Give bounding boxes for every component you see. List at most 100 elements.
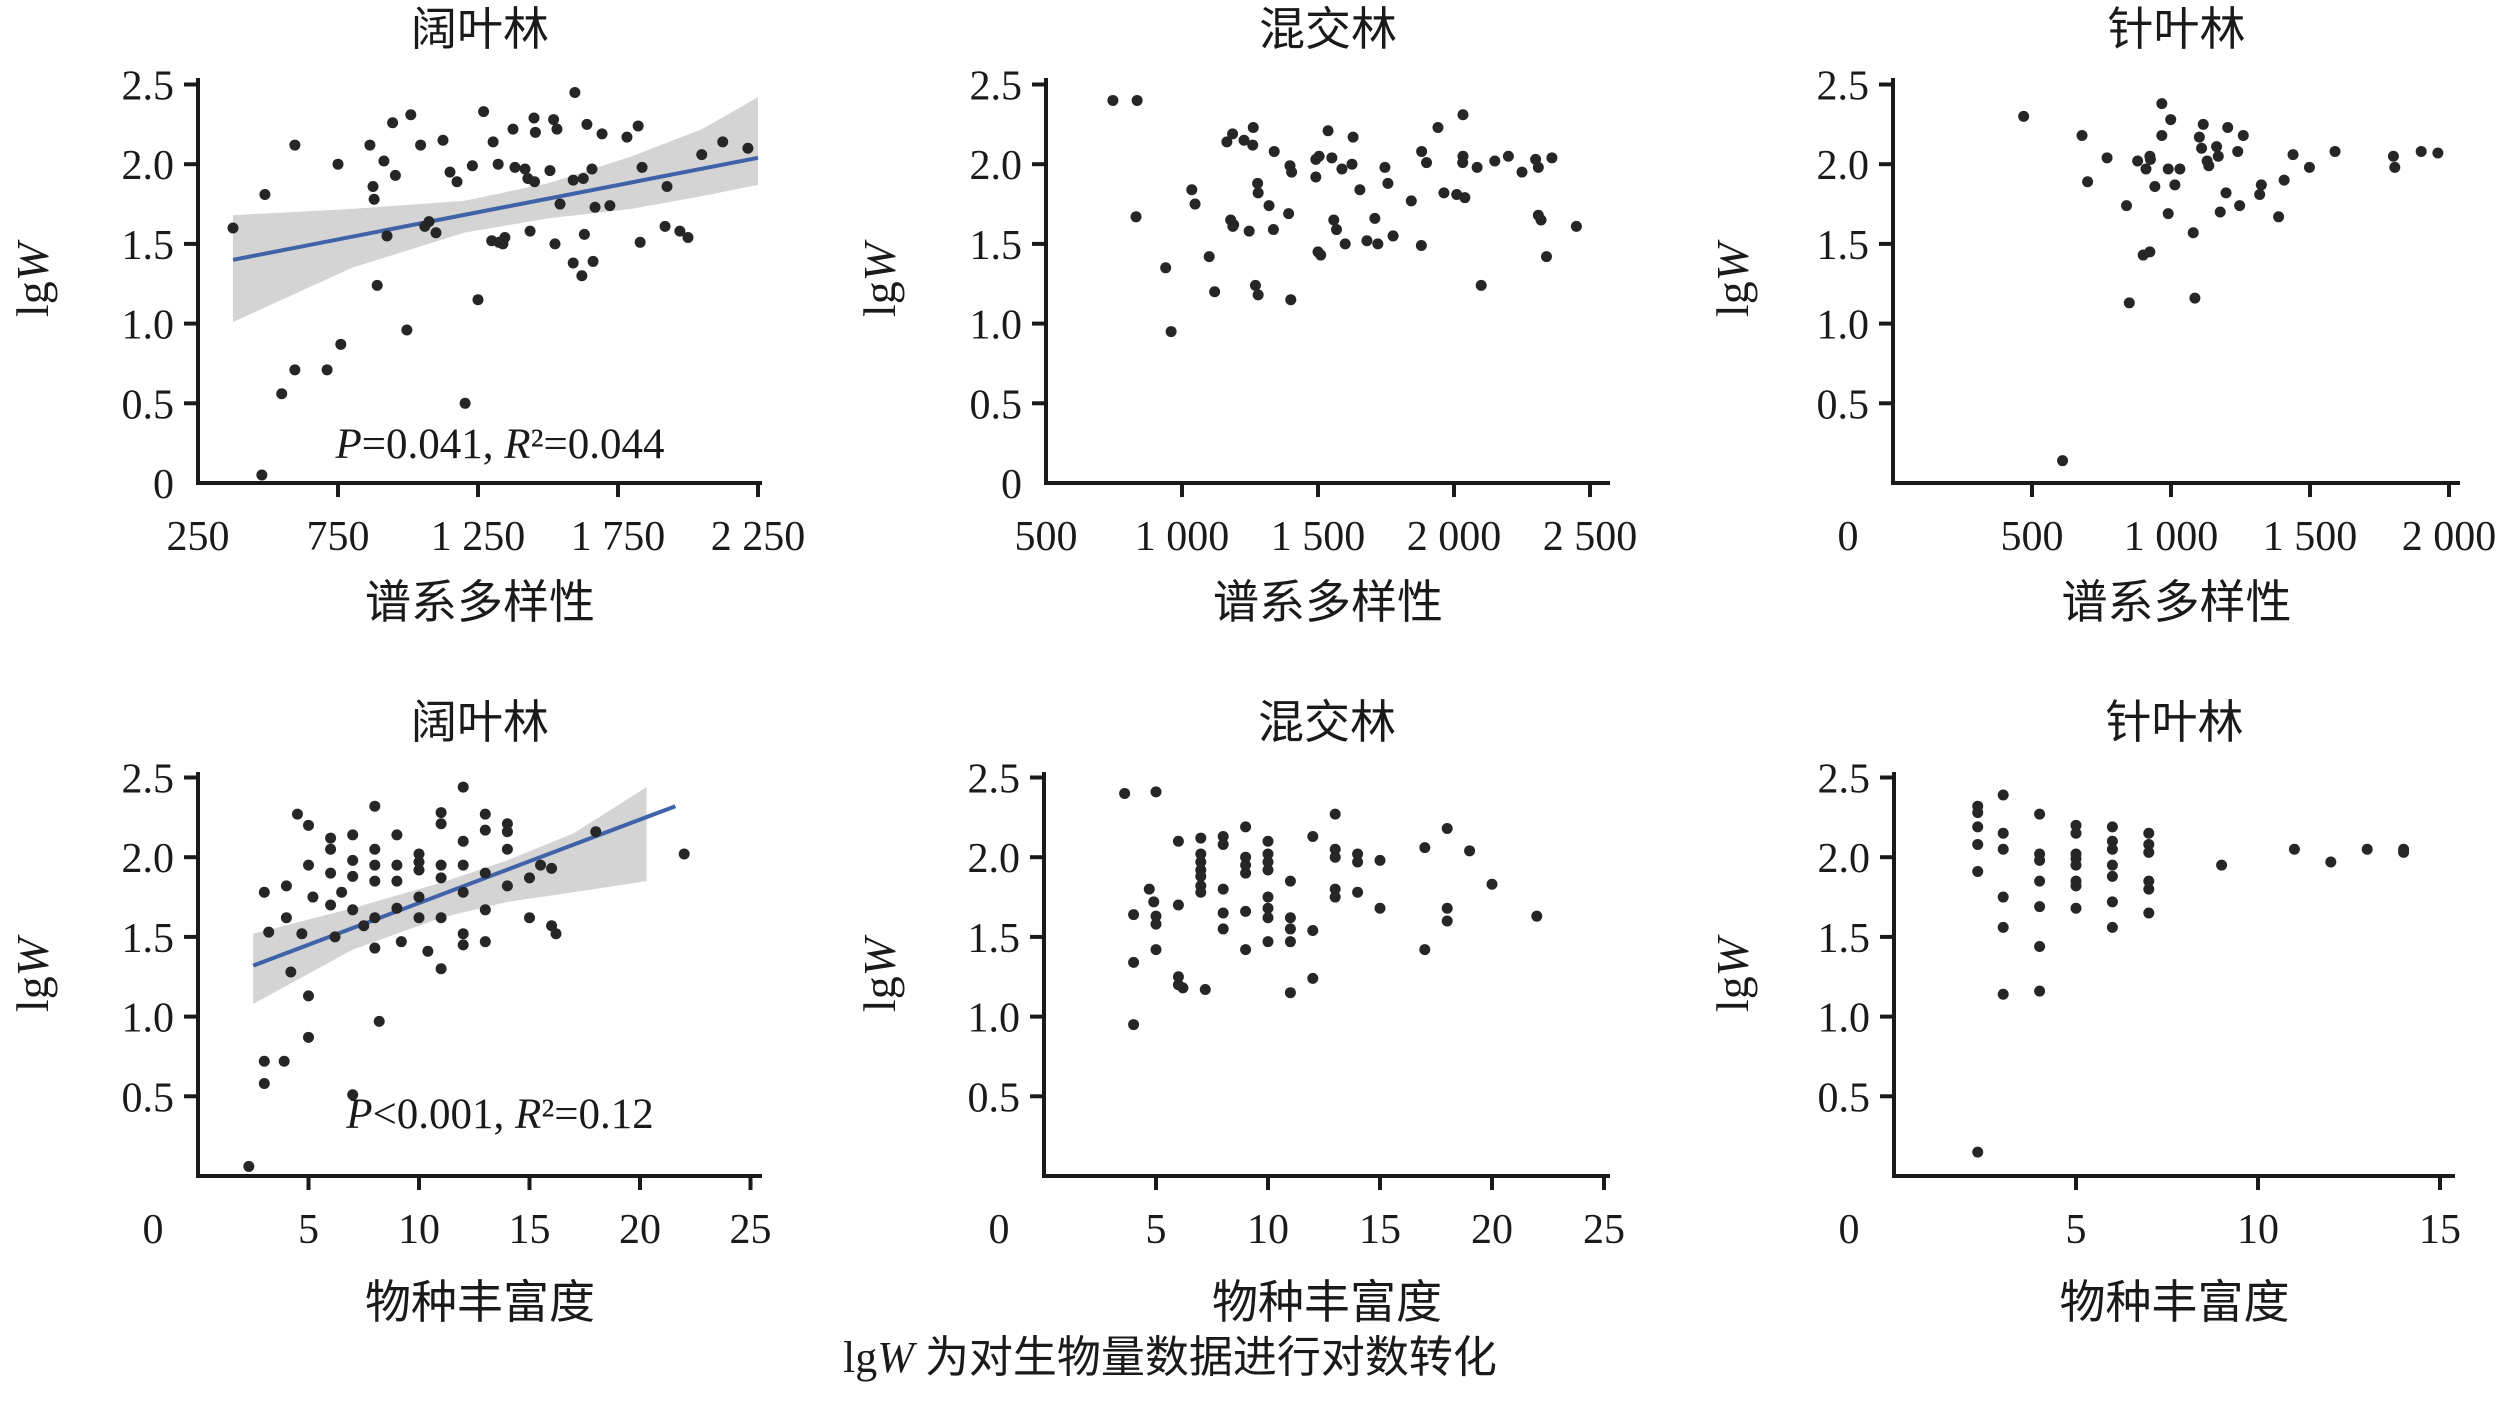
data-point — [276, 388, 288, 400]
data-point — [546, 862, 558, 874]
data-point — [2255, 179, 2267, 191]
x-tick-label: 25 — [730, 1207, 772, 1253]
x-tick-label: 0 — [989, 1207, 1010, 1253]
data-point — [2144, 246, 2156, 258]
data-point — [2156, 130, 2168, 142]
data-point — [524, 872, 535, 884]
data-point — [1546, 152, 1558, 164]
y-tick-label: 0.5 — [122, 382, 175, 428]
data-point — [2143, 838, 2155, 850]
data-point — [1346, 158, 1358, 170]
data-point — [2197, 118, 2209, 130]
data-point — [1284, 912, 1296, 924]
data-point — [1997, 891, 2009, 903]
data-point — [1268, 145, 1280, 157]
data-point — [1262, 902, 1274, 914]
data-point — [589, 201, 601, 213]
data-point — [1199, 984, 1211, 996]
x-tick-label: 10 — [1247, 1207, 1289, 1253]
data-point — [1227, 128, 1239, 140]
x-tick-label: 1 250 — [431, 514, 526, 560]
data-point — [2101, 152, 2113, 164]
data-point — [1310, 171, 1322, 183]
x-tick-label: 750 — [307, 514, 370, 560]
data-point — [492, 158, 504, 170]
data-point — [325, 832, 337, 844]
data-point — [280, 912, 292, 924]
data-point — [1997, 843, 2009, 855]
data-point — [1107, 94, 1119, 106]
y-tick-label: 1.0 — [1818, 996, 1871, 1042]
data-point — [347, 870, 359, 882]
data-point — [2140, 163, 2152, 175]
data-point — [696, 149, 708, 161]
data-point — [2106, 843, 2118, 855]
y-tick-label: 0.5 — [122, 1075, 175, 1121]
data-point — [1516, 166, 1528, 178]
data-point — [1972, 866, 1984, 878]
data-point — [554, 198, 566, 210]
data-point — [466, 160, 478, 172]
panel-title: 混交林 — [1258, 697, 1396, 748]
data-point — [1329, 843, 1341, 855]
x-tick-label: 2 000 — [2402, 514, 2497, 560]
data-point — [1252, 289, 1264, 301]
panel-mixed-phylodiv: 500 1 000 1 500 2 000 2 500 0 0.5 1.0 1.5 2.0 2.5 混… — [854, 4, 1637, 628]
data-point — [2034, 901, 2046, 913]
data-point — [548, 114, 560, 126]
data-point — [2387, 150, 2399, 162]
data-point — [2070, 859, 2082, 871]
data-point — [325, 899, 337, 911]
data-point — [459, 397, 471, 409]
confidence-band — [253, 787, 647, 1004]
data-point — [1972, 1146, 1984, 1158]
data-point — [413, 864, 425, 876]
x-tick-label: 5 — [298, 1207, 319, 1253]
x-tick-label: 0 — [143, 1207, 164, 1253]
x-tick-label: 1 000 — [2124, 514, 2219, 560]
regression-line — [252, 804, 677, 968]
data-point — [636, 161, 648, 173]
data-point — [415, 139, 427, 151]
y-tick-label: 2.0 — [1818, 836, 1871, 882]
y-axis-label: lgW — [7, 934, 58, 1012]
data-point — [389, 169, 401, 181]
data-point — [1221, 136, 1233, 148]
y-tick-label: 2.5 — [970, 64, 1023, 110]
data-point — [2106, 835, 2118, 847]
data-point — [1247, 139, 1259, 151]
data-point — [2106, 821, 2118, 833]
data-point — [369, 843, 381, 855]
data-point — [387, 117, 399, 129]
data-point — [336, 886, 348, 898]
data-point — [1419, 842, 1431, 854]
data-point — [1262, 936, 1274, 948]
data-point — [1262, 848, 1274, 860]
data-point — [1195, 832, 1207, 844]
x-tick-label: 25 — [1583, 1207, 1625, 1253]
data-point — [1374, 854, 1386, 866]
data-point — [423, 216, 435, 228]
data-point — [280, 880, 292, 892]
data-point — [435, 912, 447, 924]
data-point — [332, 158, 344, 170]
data-point — [1240, 859, 1252, 871]
data-point — [1252, 187, 1264, 199]
data-point — [1128, 909, 1140, 921]
data-point — [303, 990, 314, 1002]
data-point — [259, 188, 271, 200]
y-tick-label: 2.0 — [968, 836, 1021, 882]
data-point — [457, 835, 469, 847]
x-tick-label: 20 — [1471, 1207, 1513, 1253]
data-point — [1532, 161, 1544, 173]
regression-line — [232, 155, 759, 262]
stats-annotation: P=0.041, R²=0.044 — [335, 421, 665, 468]
data-point — [258, 1055, 270, 1067]
data-point — [1419, 944, 1431, 956]
data-point — [435, 963, 447, 975]
data-point — [501, 818, 513, 830]
data-point — [1217, 907, 1229, 919]
